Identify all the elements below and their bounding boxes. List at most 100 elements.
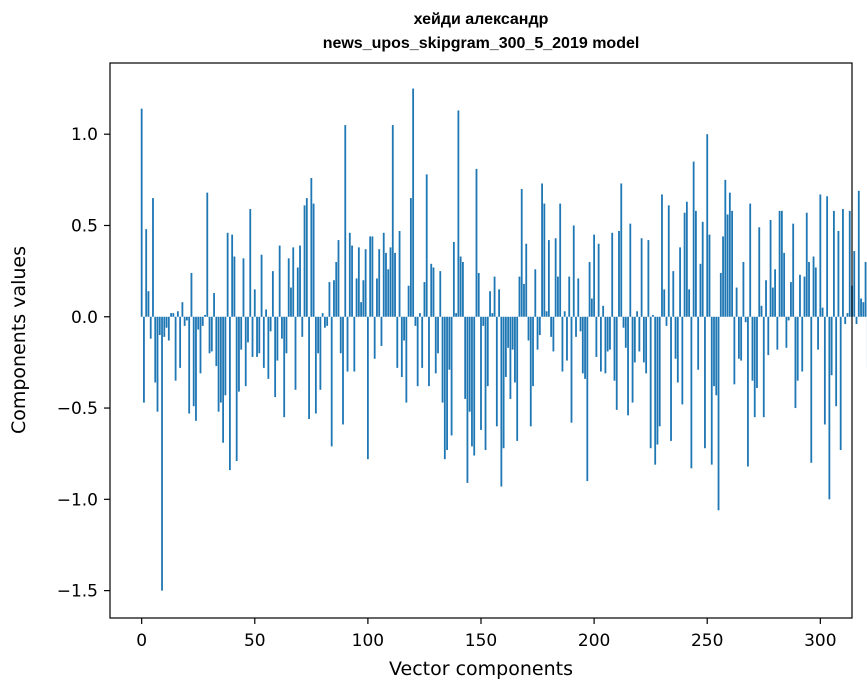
bar-142 [461, 261, 464, 317]
bar-193 [577, 278, 580, 317]
bar-123 [419, 313, 421, 317]
bar-51 [256, 316, 258, 357]
bar-73 [305, 198, 308, 317]
bar-285 [785, 316, 788, 348]
bar-118 [407, 285, 410, 317]
bar-244 [692, 161, 695, 317]
bar-168 [520, 188, 523, 317]
bar-299 [817, 316, 819, 350]
bar-80 [321, 313, 324, 317]
bar-176 [538, 316, 541, 336]
bar-186 [561, 316, 564, 372]
bar-45 [242, 258, 245, 317]
bar-106 [380, 316, 383, 346]
bar-210 [615, 316, 618, 410]
bar-302 [823, 316, 826, 425]
bar-141 [459, 256, 462, 317]
bar-300 [819, 194, 822, 317]
bar-112 [394, 252, 396, 317]
bar-86 [335, 261, 338, 317]
bar-107 [382, 232, 385, 317]
bar-214 [624, 316, 627, 348]
bar-127 [428, 316, 430, 387]
bar-310 [842, 209, 844, 317]
bar-282 [778, 210, 781, 317]
bar-149 [477, 272, 480, 317]
bar-102 [371, 236, 374, 317]
bar-104 [376, 278, 378, 317]
bar-108 [385, 252, 387, 317]
bar-2 [145, 229, 148, 317]
bar-265 [740, 316, 743, 361]
bar-250 [706, 134, 709, 317]
bar-46 [244, 316, 247, 387]
bar-184 [557, 276, 559, 317]
y-tick-label: 0.0 [71, 308, 98, 328]
bar-227 [654, 316, 657, 465]
bar-81 [324, 316, 326, 328]
bar-207 [609, 316, 611, 350]
bar-319 [862, 302, 865, 317]
bar-29 [206, 192, 209, 317]
bar-298 [814, 267, 817, 317]
bar-199 [590, 298, 593, 317]
bar-307 [835, 316, 838, 407]
bar-228 [656, 316, 659, 445]
bar-85 [333, 280, 335, 317]
bar-294 [805, 212, 808, 317]
bar-231 [663, 289, 666, 317]
bar-303 [826, 196, 829, 317]
bar-174 [534, 269, 537, 317]
bar-44 [240, 316, 243, 350]
bar-212 [620, 183, 623, 317]
bar-96 [357, 247, 360, 317]
bar-63 [283, 316, 286, 418]
bar-276 [765, 280, 767, 317]
bar-266 [742, 261, 745, 317]
bar-28 [204, 314, 206, 317]
bar-140 [457, 110, 460, 317]
bar-164 [511, 316, 514, 350]
bar-74 [308, 316, 310, 420]
bar-278 [769, 220, 772, 317]
bar-165 [514, 316, 516, 383]
bar-177 [541, 183, 543, 317]
bar-180 [547, 240, 550, 317]
bar-170 [525, 243, 528, 317]
bar-54 [262, 316, 265, 368]
bar-129 [432, 267, 435, 317]
bar-83 [328, 282, 331, 317]
bar-151 [482, 316, 485, 326]
bar-284 [783, 252, 786, 317]
bar-97 [360, 302, 363, 317]
bar-78 [317, 316, 320, 354]
bar-62 [281, 316, 283, 339]
bar-291 [799, 274, 801, 317]
bar-122 [416, 316, 419, 387]
bar-60 [276, 316, 279, 361]
bar-93 [351, 245, 353, 317]
bar-191 [572, 225, 575, 317]
bar-295 [808, 261, 810, 317]
bar-255 [717, 316, 720, 511]
bar-206 [606, 316, 609, 352]
bar-257 [722, 236, 724, 317]
bar-248 [701, 221, 704, 317]
bar-52 [258, 316, 261, 354]
bar-33 [215, 316, 218, 367]
bar-143 [464, 316, 467, 399]
bar-50 [253, 289, 256, 317]
bar-217 [631, 316, 634, 403]
bar-5 [152, 198, 154, 317]
bar-202 [597, 243, 600, 317]
bar-35 [219, 316, 222, 403]
bar-283 [780, 210, 783, 317]
bar-173 [532, 316, 534, 387]
bar-275 [762, 316, 765, 418]
y-tick-label: 0.5 [71, 216, 98, 236]
bar-264 [737, 316, 740, 359]
bar-6 [154, 316, 157, 383]
bar-58 [271, 271, 274, 317]
bar-280 [774, 269, 776, 317]
bar-252 [710, 316, 713, 465]
